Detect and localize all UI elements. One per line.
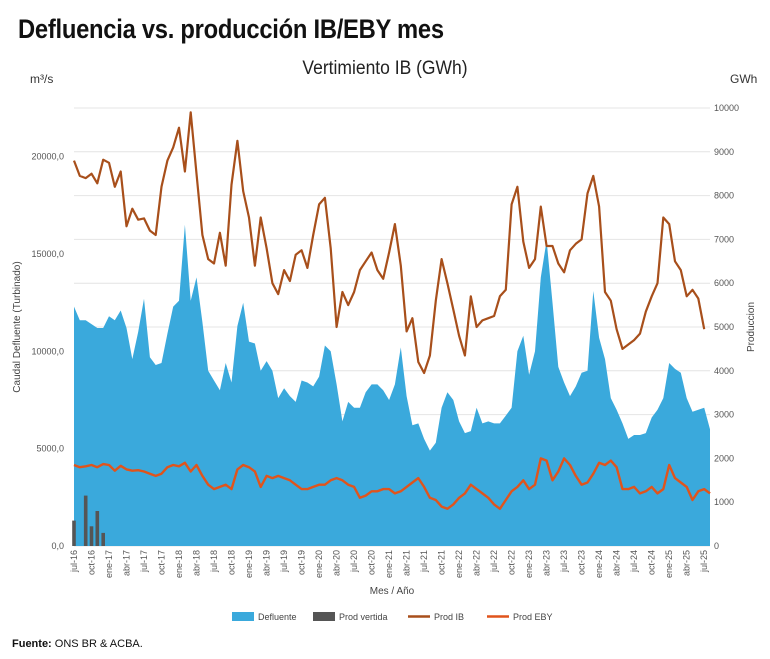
- x-axis-tick-label: ene-17: [104, 550, 114, 578]
- legend-swatch-prod-vertida: [313, 612, 335, 621]
- legend-swatch-defluente: [232, 612, 254, 621]
- x-axis-tick-label: jul-22: [489, 550, 499, 573]
- left-axis-unit: m³/s: [30, 72, 54, 86]
- x-axis-tick-label: jul-24: [629, 550, 639, 573]
- right-axis-tick-label: 1000: [714, 497, 734, 507]
- legend-label: Prod EBY: [513, 612, 553, 622]
- x-axis-tick-label: ene-23: [524, 550, 534, 578]
- prod-vertida-bar: [72, 520, 76, 546]
- x-axis-tick-label: oct-24: [647, 550, 657, 575]
- right-axis-title: Produccion: [746, 302, 757, 352]
- x-axis-title: Mes / Año: [370, 586, 415, 597]
- x-axis-tick-label: abr-18: [192, 550, 202, 576]
- line-series-layer: [72, 111, 711, 510]
- x-axis-tick-label: jul-17: [139, 550, 149, 573]
- x-axis-tick-label: abr-19: [262, 550, 272, 576]
- right-axis-tick-label: 8000: [714, 191, 734, 201]
- right-axis-tick-label: 4000: [714, 366, 734, 376]
- x-axis-tick-label: abr-20: [332, 550, 342, 576]
- x-axis-tick-label: jul-18: [209, 550, 219, 573]
- x-axis-tick-label: abr-23: [542, 550, 552, 576]
- right-axis-tick-label: 9000: [714, 147, 734, 157]
- x-axis-tick-label: oct-16: [87, 550, 97, 575]
- defluente-area-layer: [74, 224, 710, 547]
- right-axis-tick-label: 2000: [714, 453, 734, 463]
- x-axis-tick-label: ene-24: [594, 550, 604, 578]
- x-axis-tick-label: abr-21: [402, 550, 412, 576]
- source-text: ONS BR & ACBA.: [51, 638, 143, 650]
- x-axis-tick-label: abr-24: [612, 550, 622, 576]
- left-axis-tick-label: 5000,0: [36, 444, 64, 454]
- prod-vertida-bar: [83, 495, 88, 546]
- x-axis-tick-label: oct-18: [227, 550, 237, 575]
- x-axis-tick-label: abr-17: [122, 550, 132, 576]
- x-axis-tick-label: oct-23: [577, 550, 587, 575]
- source-label: Fuente:: [12, 638, 52, 650]
- legend-label: Defluente: [258, 612, 297, 622]
- x-axis-tick-label: jul-16: [69, 550, 79, 573]
- left-axis-tick-label: 0,0: [51, 541, 64, 551]
- x-axis-tick-label: oct-22: [507, 550, 517, 575]
- right-axis-tick-label: 0: [714, 541, 719, 551]
- right-axis-unit: GWh: [730, 72, 758, 86]
- right-axis-tick-label: 5000: [714, 322, 734, 332]
- source-note: Fuente: ONS BR & ACBA.: [12, 638, 143, 650]
- x-axis-tick-label: oct-17: [157, 550, 167, 575]
- chart-title: Defluencia vs. producción IB/EBY mes: [18, 14, 444, 44]
- left-axis-title: Caudal Defluente (Turbinado): [12, 261, 23, 392]
- x-axis-tick-label: ene-22: [454, 550, 464, 578]
- left-axis-tick-label: 20000,0: [31, 152, 64, 162]
- right-axis-tick-label: 3000: [714, 410, 734, 420]
- x-axis-tick-label: ene-25: [664, 550, 674, 578]
- prod-eby-line: [73, 457, 711, 510]
- legend-label: Prod vertida: [339, 612, 388, 622]
- x-axis-tick-label: ene-19: [244, 550, 254, 578]
- prod-vertida-bar: [89, 526, 94, 546]
- x-axis-tick-label: abr-25: [682, 550, 692, 576]
- prod-ib-line: [72, 111, 706, 375]
- right-axis-tick-label: 7000: [714, 234, 734, 244]
- x-axis-tick-label: ene-18: [174, 550, 184, 578]
- x-axis-tick-label: oct-19: [297, 550, 307, 575]
- right-axis-tick-label: 10000: [714, 103, 739, 113]
- prod-vertida-bars: [72, 495, 105, 546]
- left-axis-tick-label: 15000,0: [31, 249, 64, 259]
- x-axis-tick-label: jul-25: [699, 550, 709, 573]
- x-axis-tick-label: abr-22: [472, 550, 482, 576]
- x-axis-tick-label: jul-23: [559, 550, 569, 573]
- x-axis-tick-label: jul-19: [279, 550, 289, 573]
- prod-vertida-bar: [95, 511, 100, 546]
- x-axis-tick-label: ene-20: [314, 550, 324, 578]
- axes: 0,0 5000,0 10000,0 15000,0 20000,0 0 1000 2000 3…: [12, 103, 757, 597]
- left-axis-tick-label: 10000,0: [31, 346, 64, 356]
- legend: Defluente Prod vertida Prod IB Prod EBY: [232, 612, 553, 622]
- x-axis-tick-label: oct-21: [437, 550, 447, 575]
- x-axis-tick-label: oct-20: [367, 550, 377, 575]
- prod-vertida-bar: [101, 532, 105, 546]
- x-axis-tick-label: ene-21: [384, 550, 394, 578]
- right-axis-tick-label: 6000: [714, 278, 734, 288]
- legend-label: Prod IB: [434, 612, 464, 622]
- chart-subtitle: Vertimiento IB (GWh): [302, 58, 468, 79]
- x-axis-tick-label: jul-20: [349, 550, 359, 573]
- defluente-area: [74, 224, 710, 547]
- x-axis-tick-label: jul-21: [419, 550, 429, 573]
